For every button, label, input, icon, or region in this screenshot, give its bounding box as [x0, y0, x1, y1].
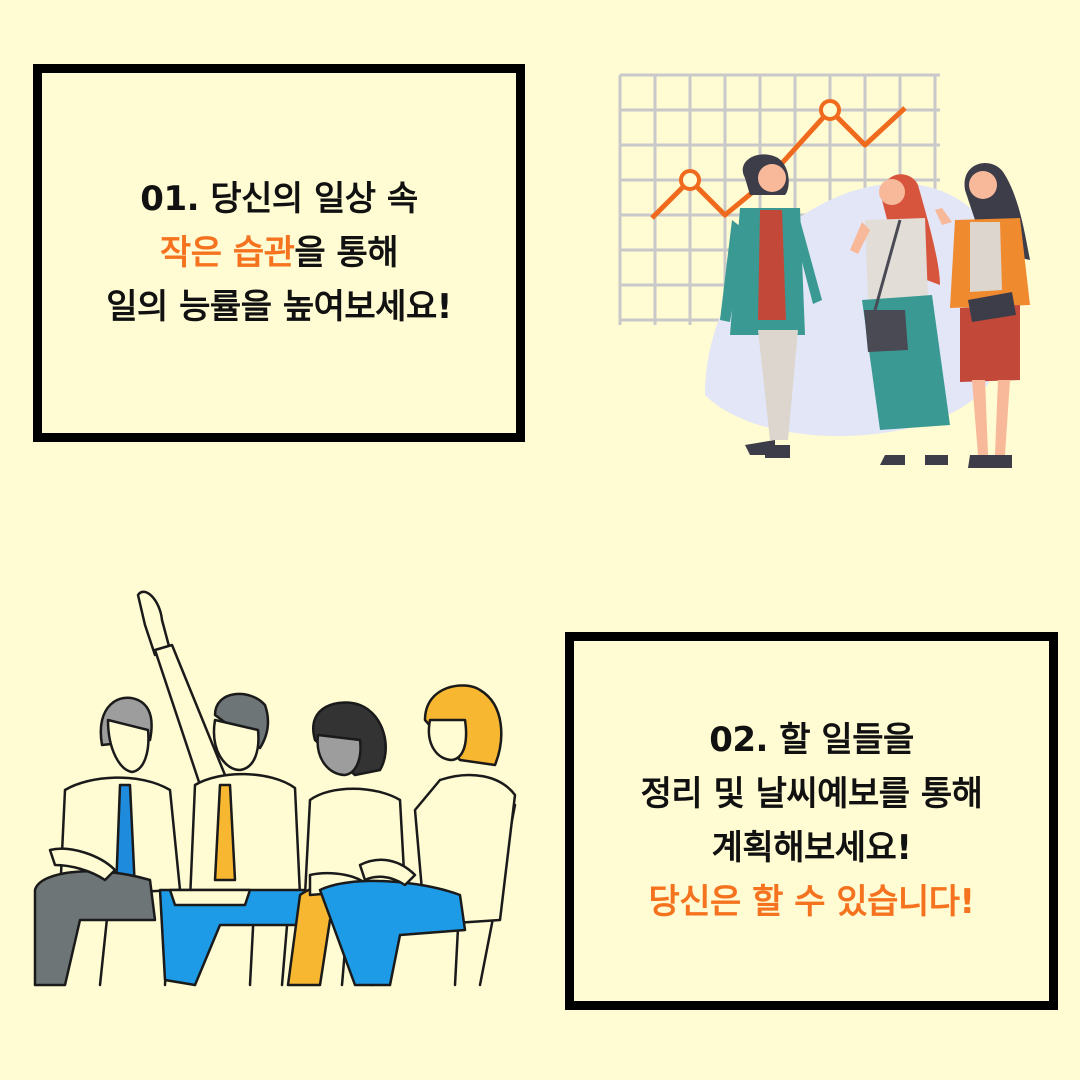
man-raising-hand — [136, 590, 312, 987]
planning-card: 02. 할 일들을 정리 및 날씨예보를 통해 계획해보세요! 당신은 할 수 … — [565, 632, 1058, 1010]
card2-line2: 정리 및 날씨예보를 통해 — [640, 774, 983, 814]
woman-teal-jacket — [720, 154, 822, 458]
card1-line2-rest: 을 통해 — [294, 233, 399, 273]
woman-orange-cardigan — [935, 163, 1030, 468]
growth-chart-women-illustration — [618, 73, 1030, 468]
woman-blonde-bob — [318, 684, 517, 987]
card2-line1: 02. 할 일들을 — [709, 720, 914, 760]
card1-line3: 일의 능률을 높여보세요! — [106, 287, 452, 327]
card1-highlight: 작은 습관 — [159, 233, 295, 273]
card1-line2: 작은 습관을 통해 — [159, 226, 399, 280]
card1-line1: 01. 당신의 일상 속 — [140, 179, 418, 219]
man-grey-hair — [33, 696, 182, 987]
habit-card: 01. 당신의 일상 속 작은 습관을 통해 일의 능률을 높여보세요! — [33, 64, 525, 442]
card2-highlight: 당신은 할 수 있습니다! — [648, 882, 975, 922]
audience-raising-hand-illustration — [33, 590, 517, 987]
woman-red-hair — [850, 174, 950, 465]
card2-line3: 계획해보세요! — [711, 828, 912, 868]
